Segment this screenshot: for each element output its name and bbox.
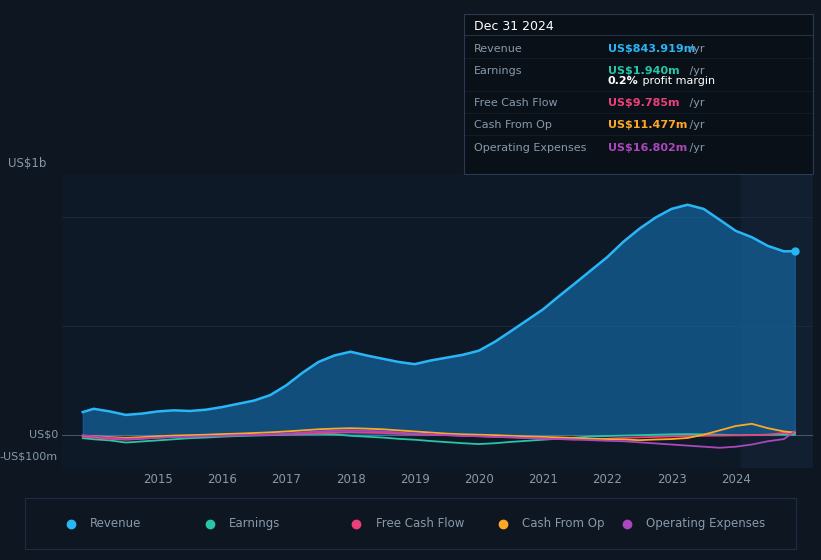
Text: Cash From Op: Cash From Op xyxy=(522,517,605,530)
Text: Free Cash Flow: Free Cash Flow xyxy=(474,99,557,108)
Text: US$0: US$0 xyxy=(29,430,57,440)
Bar xyxy=(741,174,813,468)
Text: Free Cash Flow: Free Cash Flow xyxy=(376,517,464,530)
Text: Revenue: Revenue xyxy=(474,44,522,54)
Text: /yr: /yr xyxy=(686,120,704,130)
Text: Cash From Op: Cash From Op xyxy=(474,120,552,130)
Text: US$1b: US$1b xyxy=(8,157,47,170)
Text: Earnings: Earnings xyxy=(229,517,281,530)
Text: /yr: /yr xyxy=(686,44,704,54)
Text: US$843.919m: US$843.919m xyxy=(608,44,695,54)
Text: 0.2%: 0.2% xyxy=(608,76,638,86)
Text: Revenue: Revenue xyxy=(90,517,141,530)
Text: /yr: /yr xyxy=(686,99,704,108)
Text: Earnings: Earnings xyxy=(474,66,522,76)
Text: Operating Expenses: Operating Expenses xyxy=(474,143,586,153)
Text: profit margin: profit margin xyxy=(639,76,715,86)
Text: US$16.802m: US$16.802m xyxy=(608,143,687,153)
Text: US$9.785m: US$9.785m xyxy=(608,99,679,108)
Text: /yr: /yr xyxy=(686,66,704,76)
Text: Operating Expenses: Operating Expenses xyxy=(646,517,765,530)
Text: US$11.477m: US$11.477m xyxy=(608,120,687,130)
Text: Dec 31 2024: Dec 31 2024 xyxy=(474,20,553,32)
Text: -US$100m: -US$100m xyxy=(0,452,57,461)
Text: US$1.940m: US$1.940m xyxy=(608,66,679,76)
Text: /yr: /yr xyxy=(686,143,704,153)
